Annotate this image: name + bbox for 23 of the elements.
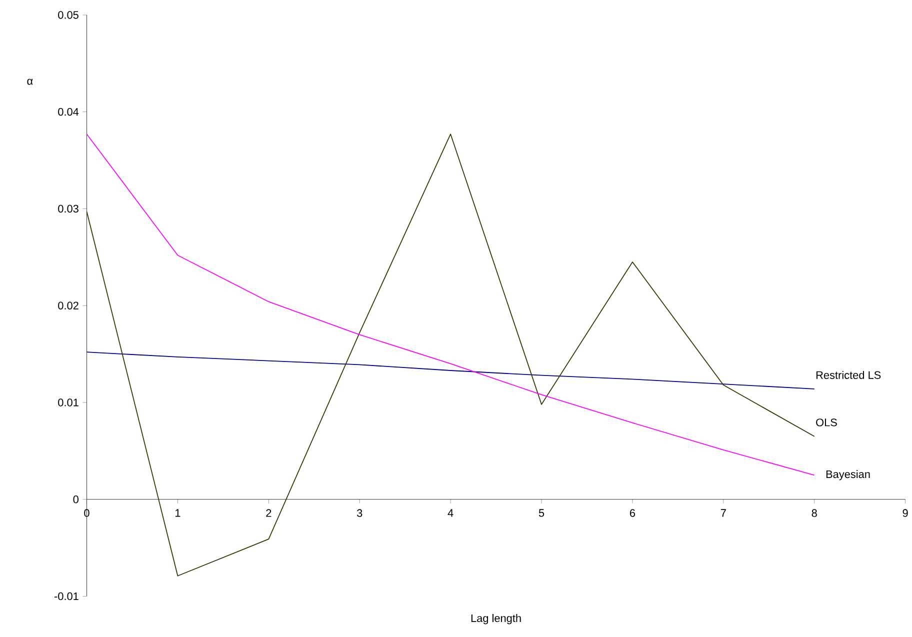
line-series <box>86 134 815 576</box>
y-axis-title: α <box>27 78 33 85</box>
x-tick-label: 9 <box>902 509 908 517</box>
series-label: Bayesian <box>826 470 870 480</box>
x-tick-label: 5 <box>538 509 544 517</box>
y-tick-label: 0.04 <box>58 108 79 116</box>
x-tick-label: 3 <box>356 509 362 517</box>
x-tick-label: 6 <box>630 509 636 517</box>
x-tick-label: 1 <box>175 509 180 517</box>
series-label: OLS <box>816 418 837 426</box>
x-tick-label: 7 <box>720 509 726 517</box>
x-tick-label: 8 <box>812 509 817 517</box>
y-tick-label: 0.02 <box>58 302 78 310</box>
x-tick-label: 4 <box>448 509 454 517</box>
y-tick-label: 0 <box>73 495 78 504</box>
line-series <box>86 134 815 476</box>
y-tick-label: 0.01 <box>58 398 78 406</box>
y-tick-label: -0.01 <box>54 592 78 600</box>
x-tick-label: 2 <box>266 509 272 517</box>
y-tick-label: 0.03 <box>58 204 78 213</box>
series-label: Restricted LS <box>816 370 881 379</box>
y-tick-label: 0.05 <box>58 11 78 19</box>
x-axis-title: Lag length <box>471 614 521 624</box>
